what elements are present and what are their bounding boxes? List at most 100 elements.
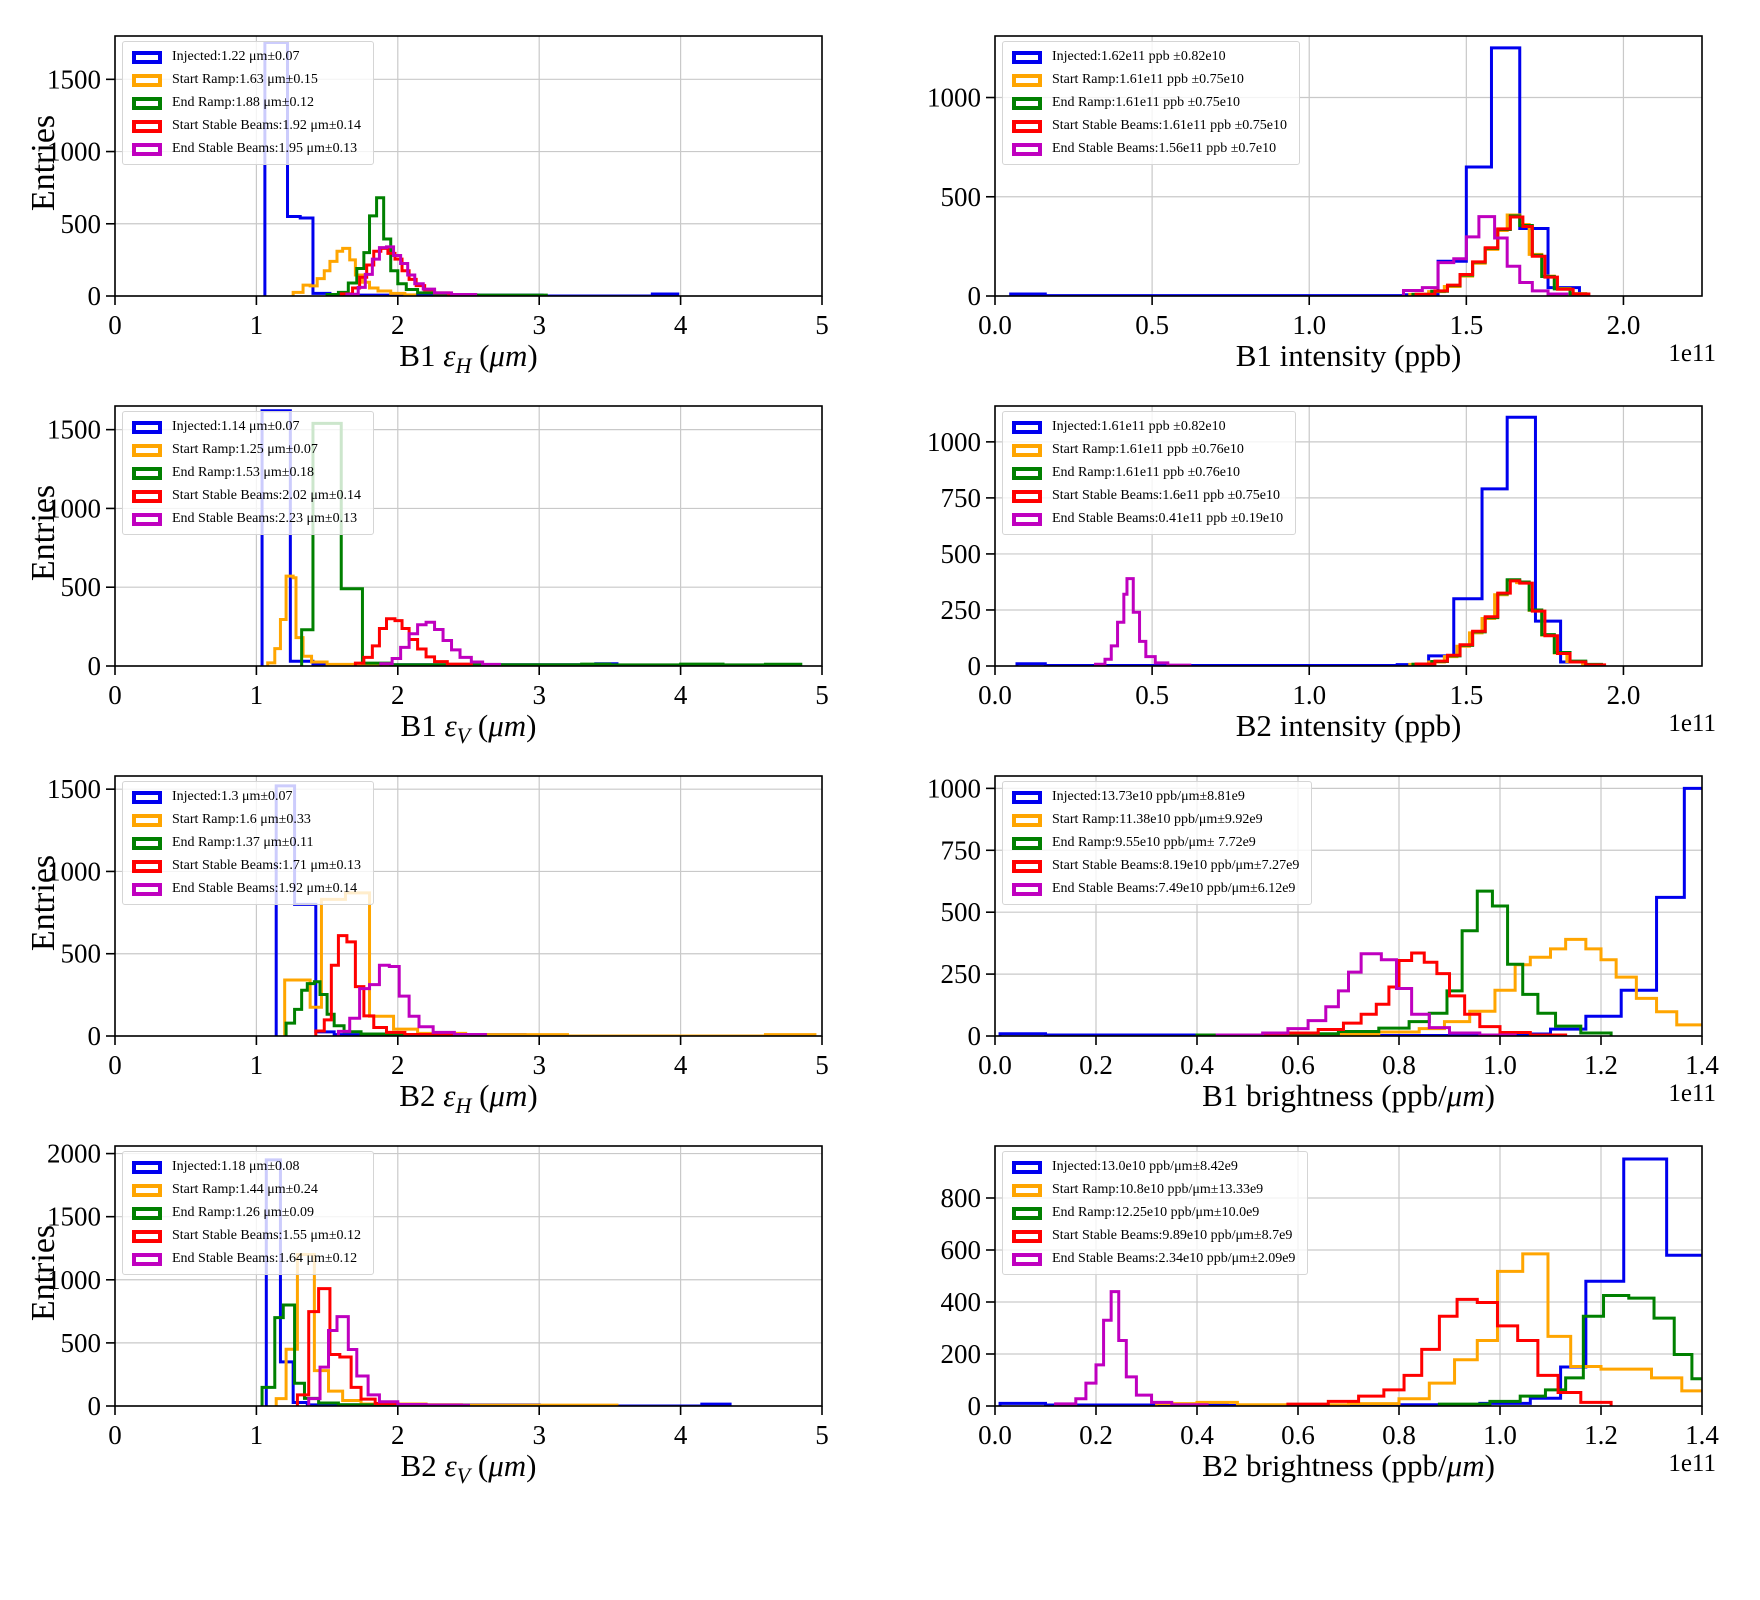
legend-entry: End Ramp:1.88 μm±0.12 <box>132 96 361 110</box>
axes-frame <box>114 775 823 1037</box>
x-tick-label: 3 <box>532 1420 546 1450</box>
legend-swatch-icon <box>132 859 162 873</box>
plot-canvas-b2-intensity: 0.0 0.5 1.0 1.5 2.0 0 250 500 750 1000 <box>927 405 1703 710</box>
y-tick-label: 1000 <box>47 1265 101 1295</box>
x-tick-label: 0.5 <box>1135 680 1169 710</box>
y-tick-label: 250 <box>941 959 982 989</box>
legend-label: End Stable Beams:2.34e10 ppb/μm±2.09e9 <box>1052 1251 1296 1266</box>
axis-offset-text: 1e11 <box>1668 710 1716 737</box>
plot-canvas-b1-intensity: 0.0 0.5 1.0 1.5 2.0 0 500 1000 <box>927 35 1703 340</box>
y-tick-label: 500 <box>61 1328 102 1358</box>
y-tick-label: 0 <box>968 1391 982 1421</box>
y-tick-label: 0 <box>88 1021 102 1051</box>
hist-b2-emittance-v-start-stable-beams <box>295 1287 463 1406</box>
y-tick-label: 0 <box>968 281 982 311</box>
legend-swatch-icon <box>1012 96 1042 110</box>
hist-b1-emittance-v-end-stable-beams <box>379 620 502 666</box>
legend-entry: End Stable Beams:7.49e10 ppb/μm±6.12e9 <box>1012 882 1299 896</box>
legend-label: Start Stable Beams:2.02 μm±0.14 <box>172 488 362 503</box>
subplot-b1-emittance-v: 0 1 2 3 4 5 0 500 1000 1500 B1 εV (μm) Entries Injec… <box>0 380 880 750</box>
legend-label: Injected:1.22 μm±0.07 <box>172 49 300 64</box>
hist-b2-emittance-h-end-stable-beams <box>336 963 487 1036</box>
y-tick-label: 500 <box>941 182 982 212</box>
subplot-b2-emittance-h: 0 1 2 3 4 5 0 500 1000 1500 B2 εH (μm) Entries Injec… <box>0 750 880 1120</box>
axes-frame <box>114 1145 823 1407</box>
x-tick-label: 1.5 <box>1449 310 1483 340</box>
legend-label: Injected:1.61e11 ppb ±0.82e10 <box>1052 419 1226 434</box>
legend-entry: End Ramp:9.55e10 ppb/μm± 7.72e9 <box>1012 836 1299 850</box>
axes-frame <box>114 35 823 297</box>
x-tick-label: 4 <box>674 310 688 340</box>
legend-swatch-icon <box>1012 142 1042 156</box>
legend-b2-brightness: Injected:13.0e10 ppb/μm±8.42e9 Start Ramp… <box>1002 1151 1309 1275</box>
legend-swatch-icon <box>1012 1206 1042 1220</box>
axis-offset-text: 1e11 <box>1668 1080 1716 1107</box>
legend-label: Injected:1.18 μm±0.08 <box>172 1159 300 1174</box>
legend-swatch-icon <box>1012 859 1042 873</box>
legend-entry: Start Ramp:1.63 μm±0.15 <box>132 73 361 87</box>
legend-swatch-icon <box>1012 882 1042 896</box>
x-tick-label: 1.2 <box>1584 1420 1618 1450</box>
x-tick-label: 0.0 <box>978 1420 1012 1450</box>
legend-entry: End Ramp:12.25e10 ppb/μm±10.0e9 <box>1012 1206 1295 1220</box>
legend-label: Start Stable Beams:1.6e11 ppb ±0.75e10 <box>1052 488 1281 503</box>
legend-label: End Ramp:1.61e11 ppb ±0.75e10 <box>1052 95 1240 110</box>
y-tick-label: 1500 <box>47 774 101 804</box>
y-axis-label-entries: Entries <box>25 854 62 952</box>
legend-swatch-icon <box>132 489 162 503</box>
x-tick-label: 1.4 <box>1685 1420 1719 1450</box>
legend-swatch-icon <box>1012 836 1042 850</box>
y-tick-label: 500 <box>941 897 982 927</box>
x-tick-label: 2 <box>391 680 405 710</box>
axes-frame <box>994 405 1703 667</box>
hist-b2-brightness-start-stable-beams <box>1286 1297 1613 1406</box>
x-tick-label: 0.2 <box>1079 1050 1113 1080</box>
x-axis-label-b2-emittance-h: B2 εH (μm) <box>399 1078 538 1119</box>
legend-swatch-icon <box>132 813 162 827</box>
legend-swatch-icon <box>1012 119 1042 133</box>
y-tick-label: 1000 <box>47 137 101 167</box>
x-axis-label-b1-intensity: B1 intensity (ppb) <box>1235 338 1462 373</box>
legend-label: Start Stable Beams:8.19e10 ppb/μm±7.27e9 <box>1052 858 1300 873</box>
hist-b1-brightness-start-ramp <box>1205 937 1702 1036</box>
legend-entry: Start Stable Beams:1.6e11 ppb ±0.75e10 <box>1012 489 1283 503</box>
y-tick-label: 1000 <box>927 427 981 457</box>
subplot-b1-brightness: 0.0 0.2 0.4 0.6 0.8 1.0 1.2 1.4 0 250 500 750 1000 B1… <box>880 750 1760 1120</box>
legend-label: End Ramp:1.61e11 ppb ±0.76e10 <box>1052 465 1240 480</box>
legend-entry: Start Ramp:1.44 μm±0.24 <box>132 1183 361 1197</box>
x-tick-label: 1.2 <box>1584 1050 1618 1080</box>
legend-label: Injected:1.14 μm±0.07 <box>172 419 300 434</box>
plot-canvas-b1-brightness: 0.0 0.2 0.4 0.6 0.8 1.0 1.2 1.4 0 250 500 750 1000 <box>927 773 1719 1080</box>
y-tick-label: 0 <box>968 651 982 681</box>
y-tick-label: 1500 <box>47 1202 101 1232</box>
legend-swatch-icon <box>1012 1229 1042 1243</box>
legend-label: Start Ramp:1.61e11 ppb ±0.75e10 <box>1052 72 1244 87</box>
legend-entry: Start Ramp:1.61e11 ppb ±0.75e10 <box>1012 73 1287 87</box>
legend-label: End Stable Beams:7.49e10 ppb/μm±6.12e9 <box>1052 881 1296 896</box>
y-tick-label: 500 <box>61 572 102 602</box>
legend-swatch-icon <box>132 1206 162 1220</box>
x-tick-label: 4 <box>674 1050 688 1080</box>
legend-swatch-icon <box>132 512 162 526</box>
legend-swatch-icon <box>132 96 162 110</box>
legend-entry: Injected:1.62e11 ppb ±0.82e10 <box>1012 50 1287 64</box>
legend-label: Start Stable Beams:9.89e10 ppb/μm±8.7e9 <box>1052 1228 1293 1243</box>
hist-b2-brightness-end-ramp <box>1437 1294 1702 1406</box>
figure-grid: 0 1 2 3 4 5 0 500 1000 1500 B1 εH (μm) Entries Injec… <box>0 35 1760 1488</box>
legend-label: End Ramp:9.55e10 ppb/μm± 7.72e9 <box>1052 835 1256 850</box>
legend-entry: End Stable Beams:1.56e11 ppb ±0.7e10 <box>1012 142 1287 156</box>
legend-label: Injected:13.0e10 ppb/μm±8.42e9 <box>1052 1159 1238 1174</box>
legend-swatch-icon <box>1012 790 1042 804</box>
y-axis-label-entries: Entries <box>25 1224 62 1322</box>
x-tick-label: 1 <box>250 1050 264 1080</box>
plot-canvas-b1-emittance-v: 0 1 2 3 4 5 0 500 1000 1500 <box>47 405 829 710</box>
hist-b1-brightness-end-ramp <box>1195 889 1613 1036</box>
legend-label: Injected:13.73e10 ppb/μm±8.81e9 <box>1052 789 1245 804</box>
legend-entry: Start Stable Beams:1.61e11 ppb ±0.75e10 <box>1012 119 1287 133</box>
legend-label: End Stable Beams:0.41e11 ppb ±0.19e10 <box>1052 511 1284 526</box>
x-tick-label: 1.5 <box>1449 680 1483 710</box>
legend-entry: Start Ramp:1.25 μm±0.07 <box>132 443 361 457</box>
x-tick-label: 1.0 <box>1483 1050 1517 1080</box>
legend-b2-emittance-v: Injected:1.18 μm±0.08 Start Ramp:1.44 μm±… <box>122 1151 375 1275</box>
x-tick-label: 0 <box>108 1420 122 1450</box>
